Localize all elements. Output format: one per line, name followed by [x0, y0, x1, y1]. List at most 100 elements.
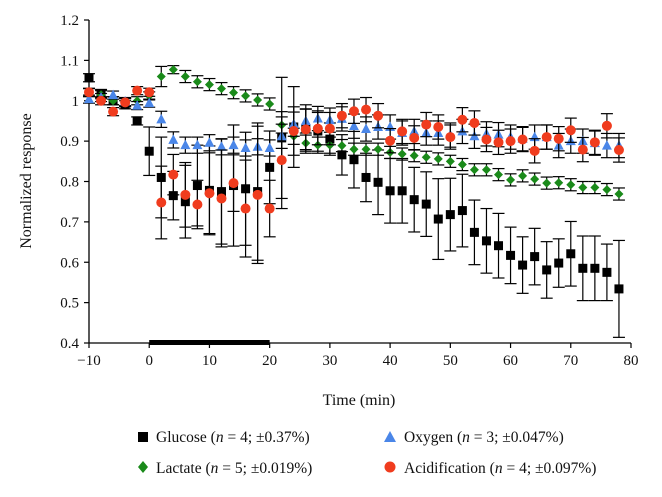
legend-item-acidification: Acidification (n = 4; ±0.097%) — [384, 460, 596, 477]
y-tick-label: 1 — [72, 94, 80, 110]
data-point — [229, 88, 239, 98]
data-point — [397, 126, 408, 137]
data-point — [409, 195, 419, 205]
data-point — [144, 146, 154, 156]
series-acidification — [83, 85, 625, 265]
data-point — [433, 214, 443, 224]
data-point — [349, 155, 359, 165]
x-tick-label: 0 — [145, 353, 153, 369]
data-point — [216, 193, 227, 204]
data-point — [433, 154, 443, 164]
x-axis-label: Time (min) — [323, 392, 396, 409]
data-point — [554, 178, 564, 188]
data-point — [240, 142, 251, 152]
y-tick-label: 1.2 — [60, 13, 79, 29]
data-point — [494, 241, 504, 251]
plot-area — [83, 65, 625, 338]
data-point — [168, 169, 179, 180]
data-point — [589, 137, 600, 148]
data-point — [397, 186, 407, 196]
data-point — [204, 80, 214, 90]
data-point — [421, 152, 431, 162]
data-point — [361, 144, 371, 154]
data-point — [300, 124, 311, 135]
data-point — [469, 165, 479, 175]
data-point — [132, 100, 143, 110]
diamond-marker-icon — [138, 461, 148, 473]
data-point — [240, 203, 251, 214]
y-tick-label: 0.9 — [60, 134, 79, 150]
data-point — [530, 174, 540, 184]
legend-item-lactate: Lactate (n = 5; ±0.019%) — [138, 460, 312, 477]
data-point — [373, 177, 383, 187]
x-tick-label: 80 — [624, 353, 639, 369]
data-point — [180, 189, 191, 200]
data-point — [433, 121, 444, 132]
data-point — [469, 227, 479, 237]
data-point — [601, 140, 612, 150]
x-tick-label: 60 — [503, 353, 518, 369]
data-point — [312, 123, 323, 134]
axes: 0.4 0.5 0.6 0.7 0.8 0.9 1 1.1 1.2 −10 0 10 20 30 40 50 6… — [60, 13, 638, 369]
svg-text:Lactate (n = 5; ±0.019%): Lactate (n = 5; ±0.019%) — [156, 460, 312, 477]
data-point — [228, 178, 239, 189]
data-point — [590, 183, 600, 193]
data-point — [409, 132, 420, 143]
data-point — [241, 91, 251, 101]
x-tick-label: 10 — [202, 353, 217, 369]
data-point — [276, 155, 287, 166]
data-point — [421, 199, 431, 209]
data-point — [421, 119, 432, 130]
data-point — [156, 113, 167, 124]
data-point — [168, 134, 179, 144]
data-point — [530, 252, 540, 262]
svg-text:Oxygen (n = 3; ±0.047%): Oxygen (n = 3; ±0.047%) — [404, 429, 564, 446]
data-point — [445, 210, 455, 220]
data-point — [192, 139, 203, 150]
data-point — [614, 189, 624, 199]
data-point — [192, 199, 203, 210]
data-point — [409, 151, 419, 161]
square-marker-icon — [138, 432, 148, 442]
data-point — [180, 72, 190, 82]
x-tick-label: 70 — [563, 353, 578, 369]
data-point — [481, 165, 491, 175]
data-point — [265, 99, 275, 109]
data-point — [613, 145, 624, 156]
data-point — [385, 135, 396, 146]
data-point — [518, 260, 528, 270]
data-point — [324, 123, 335, 134]
data-point — [566, 249, 576, 259]
data-point — [457, 206, 467, 216]
data-point — [457, 160, 467, 170]
data-point — [542, 178, 552, 188]
circle-marker-icon — [384, 461, 396, 473]
data-point — [288, 126, 299, 137]
data-point — [265, 162, 275, 172]
data-point — [361, 104, 372, 115]
y-tick-label: 0.8 — [60, 175, 79, 191]
data-point — [469, 117, 480, 128]
data-point — [253, 95, 263, 105]
data-point — [228, 139, 239, 150]
data-point — [348, 120, 359, 131]
data-point — [168, 65, 178, 75]
data-point — [108, 106, 119, 117]
data-point — [84, 73, 94, 83]
data-point — [578, 263, 588, 273]
data-point — [445, 132, 456, 143]
data-point — [493, 137, 504, 148]
data-point — [373, 110, 384, 121]
data-point — [373, 144, 383, 154]
data-point — [506, 250, 516, 260]
y-tick-label: 0.6 — [60, 255, 79, 271]
data-point — [132, 116, 142, 126]
data-point — [144, 87, 155, 98]
y-tick-label: 0.4 — [60, 336, 79, 352]
data-point — [216, 141, 227, 151]
data-point — [506, 175, 516, 185]
data-point — [590, 263, 600, 273]
data-point — [361, 123, 372, 134]
data-point — [553, 133, 564, 144]
data-point — [517, 134, 528, 145]
